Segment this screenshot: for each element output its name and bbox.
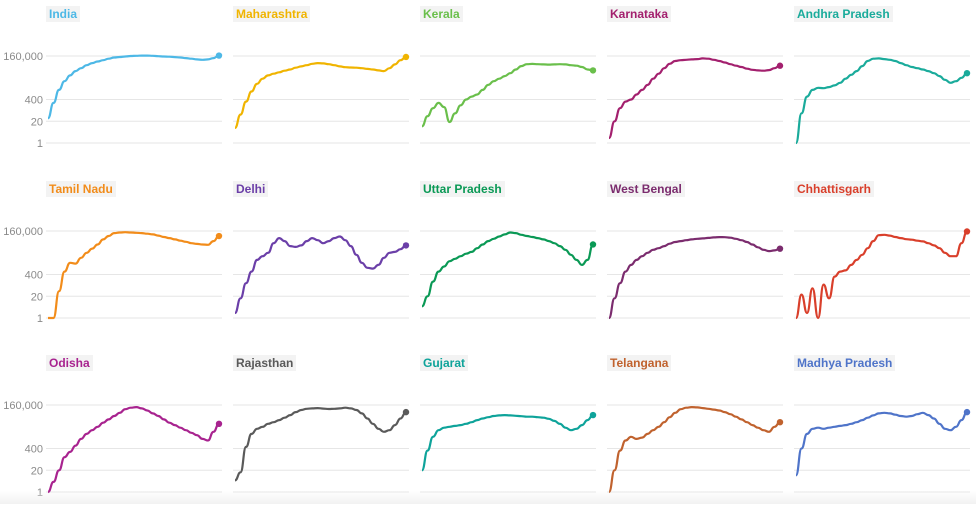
end-point-marker (402, 53, 410, 61)
y-tick-label: 1 (37, 313, 43, 325)
panel-plot (233, 53, 410, 144)
series-line (47, 406, 220, 494)
series-line (607, 406, 781, 494)
panel-title: Kerala (420, 6, 463, 22)
panel-plot (794, 228, 971, 320)
series-line (421, 62, 594, 128)
panel-telangana: Telangana (607, 355, 784, 523)
panel-plot (233, 230, 410, 319)
panel-title: India (46, 6, 81, 22)
panel-andhra-pradesh: Andhra Pradesh (794, 6, 971, 174)
end-point-marker (215, 420, 223, 428)
panel-tamil-nadu: Tamil Nadu 160,000 400 20 1 (3, 181, 223, 349)
series-line (47, 54, 220, 120)
end-point-marker (589, 67, 597, 74)
panel-plot (420, 230, 597, 319)
series-line (607, 236, 781, 320)
small-multiples-grid: India 160,000 400 20 1 Maharashtra Kerala Karna… (3, 6, 971, 499)
panel-plot (420, 55, 597, 144)
series-line (234, 235, 407, 315)
end-point-marker (963, 69, 971, 77)
end-point-marker (215, 232, 223, 240)
end-point-marker (776, 418, 784, 426)
panel-india: India 160,000 400 20 1 (3, 6, 223, 174)
bottom-fade (0, 491, 976, 504)
panel-title: Andhra Pradesh (794, 6, 893, 22)
series-line (234, 55, 407, 129)
panel-title: West Bengal (607, 181, 685, 197)
series-line (794, 411, 968, 477)
panel-kerala: Kerala (420, 6, 597, 174)
end-point-marker (776, 245, 784, 252)
y-tick-label: 160,000 (3, 51, 43, 63)
series-line (47, 231, 220, 320)
end-point-marker (589, 241, 597, 248)
panel-plot: 160,000 400 20 1 (3, 226, 223, 325)
panel-title: Tamil Nadu (46, 181, 116, 197)
panel-title: Gujarat (420, 355, 469, 371)
panel-west-bengal: West Bengal (607, 181, 784, 349)
panel-chhattisgarh: Chhattisgarh (794, 181, 971, 349)
series-line (234, 406, 407, 482)
panel-karnataka: Karnataka (607, 6, 784, 174)
panel-plot: 160,000 400 20 1 (3, 51, 223, 150)
series-line (794, 230, 968, 320)
end-point-marker (402, 242, 410, 249)
y-tick-label: 160,000 (3, 226, 43, 238)
end-point-marker (776, 62, 784, 69)
y-tick-label: 160,000 (3, 400, 43, 412)
series-line (420, 414, 594, 472)
panel-title: Madhya Pradesh (794, 355, 896, 371)
end-point-marker (215, 52, 223, 59)
panel-title: Maharashtra (233, 6, 311, 22)
series-line (421, 231, 594, 308)
panel-maharashtra: Maharashtra (233, 6, 410, 174)
end-point-marker (963, 228, 971, 235)
y-tick-label: 20 (31, 291, 43, 303)
y-tick-label: 400 (25, 95, 43, 107)
panel-gujarat: Gujarat (420, 355, 597, 523)
panel-title: Uttar Pradesh (420, 181, 505, 197)
panel-title: Rajasthan (233, 355, 297, 371)
panel-uttar-pradesh: Uttar Pradesh (420, 181, 597, 349)
y-tick-label: 1 (37, 138, 43, 150)
panel-title: Karnataka (607, 6, 672, 22)
y-tick-label: 20 (31, 116, 43, 128)
panel-rajasthan: Rajasthan (233, 355, 410, 523)
series-line (794, 57, 968, 145)
series-line (607, 57, 781, 140)
y-tick-label: 400 (25, 270, 43, 282)
panel-plot (794, 55, 971, 145)
end-point-marker (402, 408, 410, 416)
end-point-marker (589, 411, 597, 419)
panel-title: Chhattisgarh (794, 181, 875, 197)
panel-title: Odisha (46, 355, 93, 371)
panel-madhya-pradesh: Madhya Pradesh (794, 355, 971, 523)
panel-title: Telangana (607, 355, 672, 371)
panel-plot (794, 404, 971, 493)
panel-title: Delhi (233, 181, 269, 197)
panel-plot (607, 55, 784, 144)
y-tick-label: 400 (25, 444, 43, 456)
end-point-marker (963, 408, 971, 416)
panel-plot (607, 230, 784, 320)
y-tick-label: 20 (31, 465, 43, 477)
panel-delhi: Delhi (233, 181, 410, 349)
